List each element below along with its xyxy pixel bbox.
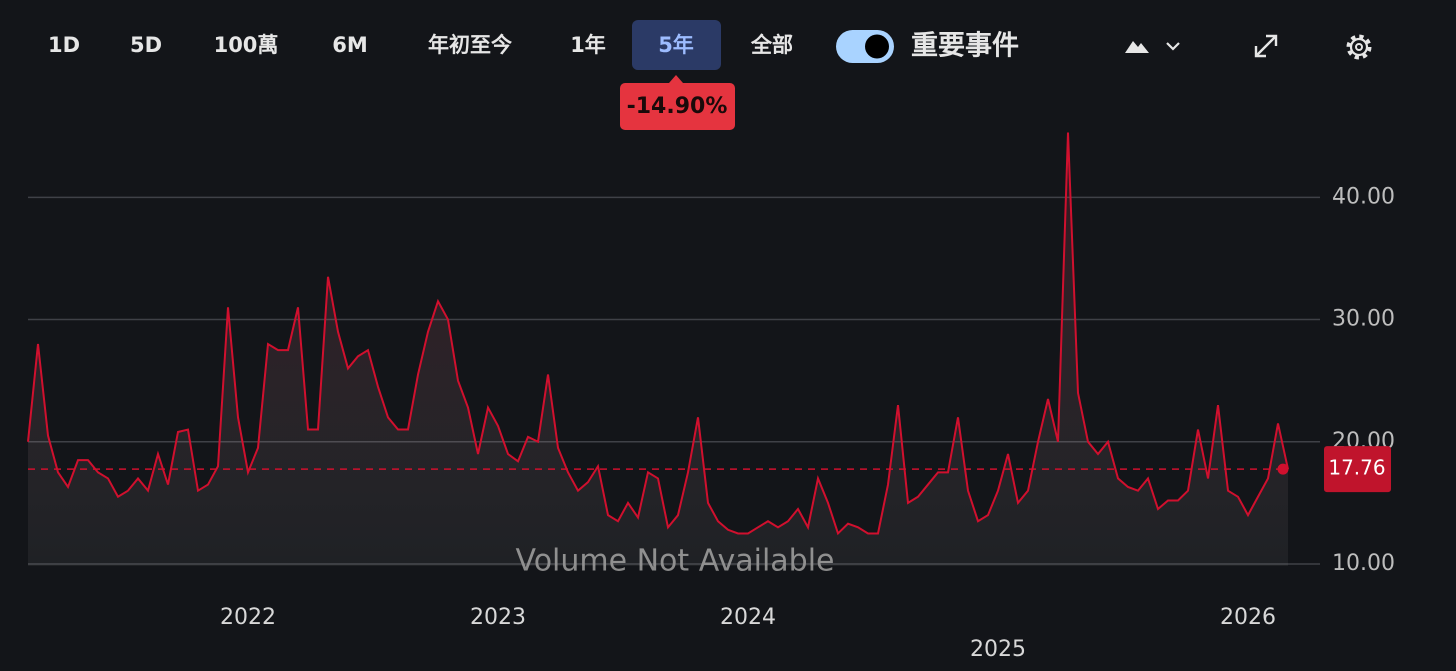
range-button[interactable]: 年初至今: [428, 33, 512, 57]
x-tick-label: 2024: [720, 605, 776, 630]
y-tick-label: 40.00: [1332, 184, 1395, 209]
area: [28, 132, 1288, 567]
chevron-icon: [1166, 42, 1180, 51]
range-button[interactable]: 6M: [332, 33, 368, 57]
range-button[interactable]: 1年: [570, 33, 606, 57]
active-range-bg: [632, 20, 721, 70]
change-badge: [620, 83, 735, 130]
toggle-label: 重要事件: [911, 31, 1019, 62]
range-button[interactable]: 1D: [48, 33, 80, 57]
last-point: [1277, 463, 1289, 475]
range-button[interactable]: 5年: [658, 33, 694, 57]
last-value-label: 17.76: [1328, 456, 1385, 480]
y-tick-label: 30.00: [1332, 307, 1395, 332]
x-tick-label: 2022: [220, 605, 276, 630]
range-button[interactable]: 全部: [750, 33, 793, 57]
range-button[interactable]: 5D: [130, 33, 162, 57]
x-tick-label: 2025: [970, 637, 1026, 662]
gear-teeth: [1346, 34, 1372, 60]
line: [27, 132, 1289, 536]
badge-pointer: [669, 75, 683, 83]
chart-type-icon[interactable]: [1125, 41, 1149, 53]
last-value-badge: [1324, 446, 1391, 493]
x-tick-label: 2026: [1220, 605, 1276, 630]
y-tick-label: 10.00: [1332, 551, 1395, 576]
range-button[interactable]: 100萬: [214, 33, 279, 57]
settings-icon[interactable]: [1346, 34, 1372, 60]
fullscreen-icon[interactable]: [1254, 34, 1278, 58]
gear-hub: [1355, 43, 1363, 51]
x-tick-label: 2023: [470, 605, 526, 630]
change-value: -14.90%: [627, 94, 728, 119]
toggle-knob: [865, 34, 889, 59]
gear-ring: [1349, 37, 1369, 57]
